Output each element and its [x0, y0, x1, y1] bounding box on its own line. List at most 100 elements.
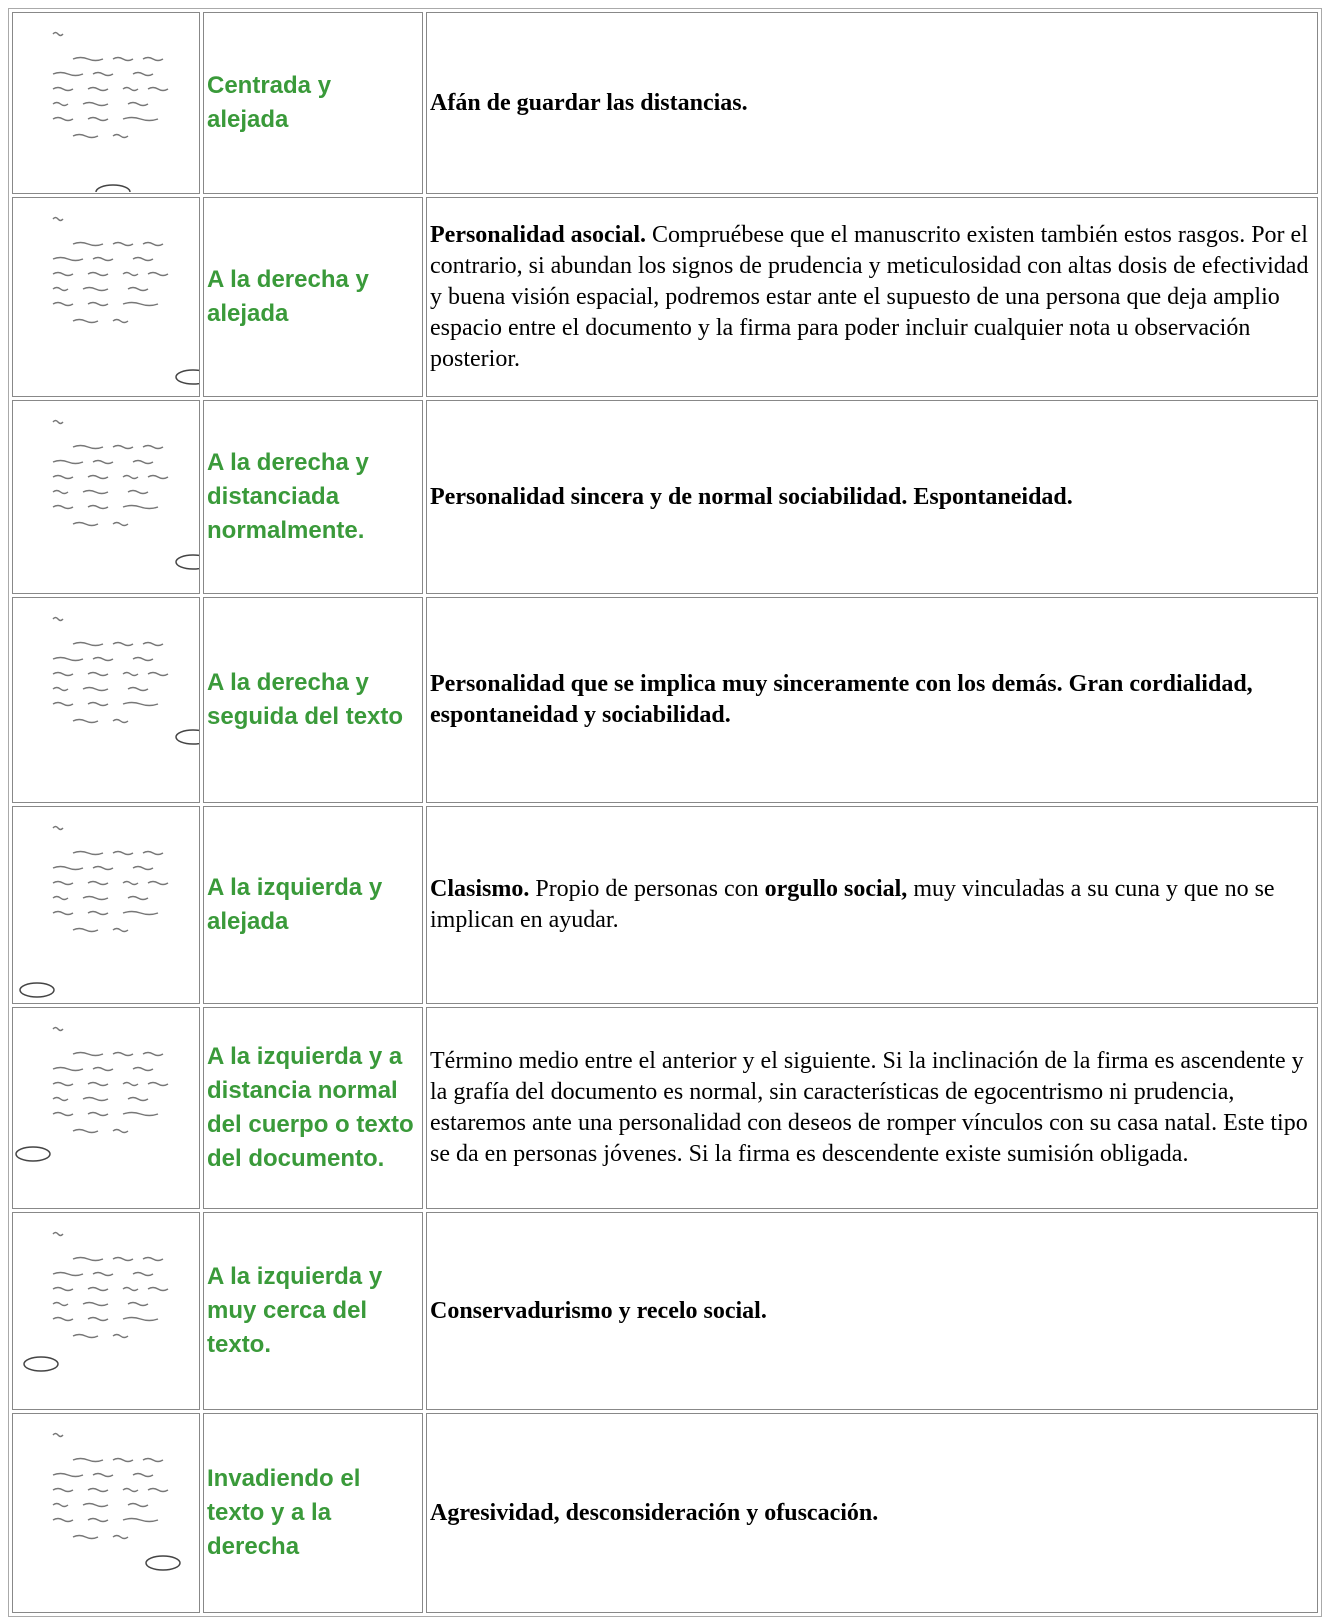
position-label: A la derecha y seguida del texto	[203, 597, 423, 803]
handwriting-stroke	[87, 1286, 109, 1292]
signature-table: Centrada y alejada Afán de guardar las di…	[8, 8, 1322, 1617]
description-text: Personalidad que se implica muy sinceram…	[430, 671, 1253, 728]
handwriting-stroke	[132, 1271, 154, 1277]
handwriting-stroke	[92, 256, 114, 262]
handwriting-stroke	[142, 444, 164, 450]
handwriting-stroke	[82, 895, 109, 901]
handwriting-stroke	[72, 521, 99, 527]
table-row: A la derecha y alejada Personalidad asoci…	[12, 197, 1318, 397]
handwriting-stroke	[122, 116, 159, 122]
handwriting-stroke	[127, 686, 149, 692]
position-label: A la izquierda y a distancia normal del …	[203, 1007, 423, 1209]
handwriting-stroke	[72, 1128, 99, 1134]
handwriting-stroke	[52, 71, 84, 77]
handwriting-stroke	[52, 1316, 74, 1322]
description: Personalidad asocial. Compruébese que el…	[426, 197, 1318, 397]
handwriting-stroke	[52, 616, 64, 622]
handwriting-stroke	[52, 101, 69, 107]
description: Personalidad que se implica muy sinceram…	[426, 597, 1318, 803]
handwriting-stroke	[87, 910, 109, 916]
handwriting-stroke	[72, 56, 104, 62]
description-text: Término medio entre el anterior y el sig…	[430, 1048, 1308, 1167]
position-label: Invadiendo el texto y a la derecha	[203, 1413, 423, 1613]
handwriting-stroke	[147, 1081, 169, 1087]
handwriting-stroke	[72, 1256, 104, 1262]
handwriting-stroke	[122, 1316, 159, 1322]
handwriting-stroke	[72, 318, 99, 324]
handwriting-stroke	[52, 474, 74, 480]
handwriting-stroke	[132, 71, 154, 77]
handwriting-stroke	[52, 910, 74, 916]
handwriting-stroke	[52, 1081, 74, 1087]
handwriting-stroke	[87, 1111, 109, 1117]
handwriting-stroke	[87, 271, 109, 277]
handwriting-stroke	[122, 671, 139, 677]
handwriting-stroke	[92, 1472, 114, 1478]
handwriting-stroke	[52, 1472, 84, 1478]
handwriting-stroke	[87, 880, 109, 886]
handwriting-stroke	[112, 1051, 134, 1057]
handwriting-stroke	[52, 301, 74, 307]
handwriting-stroke	[112, 521, 129, 527]
position-label: A la derecha y distanciada normalmente.	[203, 400, 423, 594]
signature-thumbnail	[52, 31, 169, 192]
handwriting-stroke	[112, 1128, 129, 1134]
description-text: Propio de personas con	[529, 876, 765, 902]
handwriting-stroke	[52, 656, 84, 662]
handwriting-stroke	[92, 71, 114, 77]
signature-thumbnail	[52, 419, 199, 570]
handwriting-stroke	[92, 1271, 114, 1277]
description-text: Personalidad asocial.	[430, 221, 647, 248]
handwriting-stroke	[122, 1487, 139, 1493]
description-text: Agresividad, desconsideración y ofuscaci…	[430, 1499, 879, 1526]
handwriting-stroke	[112, 1333, 129, 1339]
handwriting-stroke	[52, 1026, 64, 1032]
signature-thumbnail	[19, 825, 169, 998]
handwriting-stroke	[52, 1231, 64, 1237]
table-row: A la izquierda y a distancia normal del …	[12, 1007, 1318, 1209]
handwriting-stroke	[147, 671, 169, 677]
handwriting-stroke	[127, 895, 149, 901]
handwriting-stroke	[122, 474, 139, 480]
handwriting-stroke	[52, 31, 64, 37]
handwriting-stroke	[142, 1256, 164, 1262]
thumbnail-cell	[12, 197, 200, 397]
handwriting-stroke	[122, 880, 139, 886]
handwriting-stroke	[52, 216, 64, 222]
signature-thumbnail	[52, 1432, 181, 1571]
signature-thumbnail	[23, 1231, 169, 1372]
handwriting-stroke	[122, 1111, 159, 1117]
handwriting-stroke	[122, 1517, 159, 1523]
description-text: muy vinculadas a su cuna y que no se imp…	[430, 876, 1275, 933]
description-text: Clasismo.	[430, 876, 530, 902]
thumbnail-cell	[12, 806, 200, 1004]
handwriting-stroke	[132, 656, 154, 662]
handwriting-stroke	[132, 459, 154, 465]
handwriting-stroke	[147, 1286, 169, 1292]
handwriting-stroke	[52, 825, 64, 831]
thumbnail-cell	[12, 1212, 200, 1410]
handwriting-stroke	[72, 850, 104, 856]
table-row: A la izquierda y alejada Clasismo. Propio…	[12, 806, 1318, 1004]
thumbnail-cell	[12, 1413, 200, 1613]
handwriting-stroke	[127, 1502, 149, 1508]
signature-mark	[175, 369, 199, 385]
handwriting-stroke	[52, 671, 74, 677]
signature-mark	[95, 184, 131, 192]
handwriting-stroke	[147, 86, 169, 92]
handwriting-stroke	[82, 686, 109, 692]
handwriting-stroke	[52, 419, 64, 425]
handwriting-stroke	[92, 656, 114, 662]
handwriting-stroke	[82, 1301, 109, 1307]
handwriting-stroke	[87, 504, 109, 510]
description-text: Personalidad sincera y de normal sociabi…	[430, 483, 1073, 510]
table-row: A la derecha y seguida del texto Personal…	[12, 597, 1318, 803]
handwriting-stroke	[127, 489, 149, 495]
handwriting-stroke	[72, 1333, 99, 1339]
handwriting-stroke	[122, 86, 139, 92]
handwriting-stroke	[52, 489, 69, 495]
handwriting-stroke	[147, 1487, 169, 1493]
handwriting-stroke	[52, 504, 74, 510]
description-text: Compruébese que el manuscrito existen ta…	[430, 221, 1309, 372]
